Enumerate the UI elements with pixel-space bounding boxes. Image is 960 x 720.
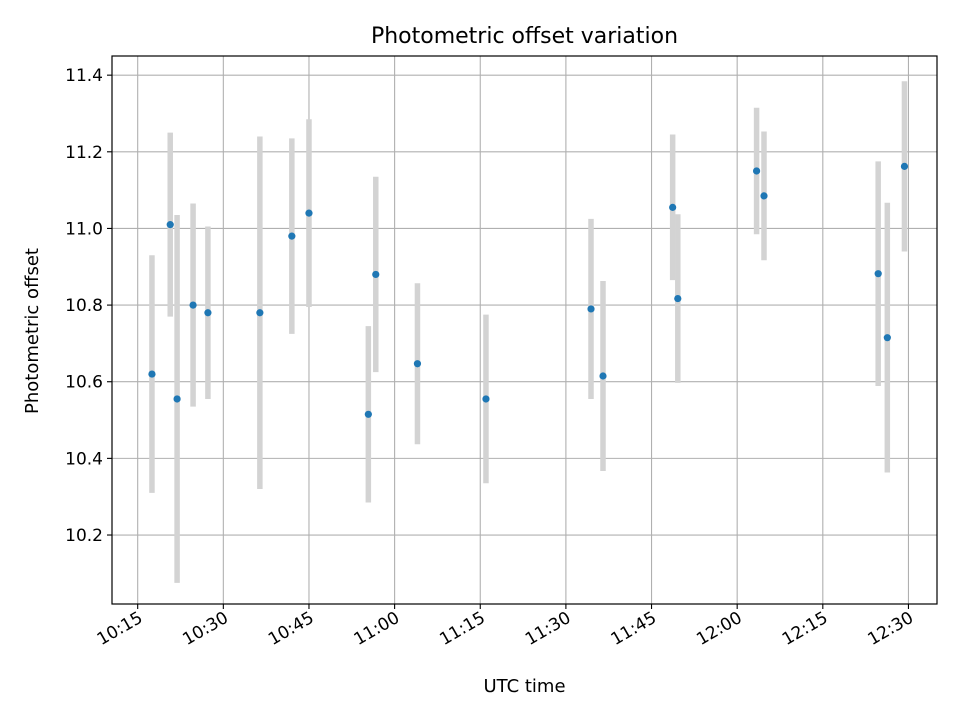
y-tick-label: 11.2	[65, 143, 103, 163]
y-tick-label: 10.8	[65, 296, 103, 316]
data-point	[482, 395, 490, 403]
data-point	[148, 370, 156, 378]
chart-title: Photometric offset variation	[371, 24, 678, 49]
data-point	[204, 309, 212, 317]
data-point	[587, 305, 595, 313]
data-point	[166, 221, 174, 229]
data-point	[305, 209, 313, 217]
data-point	[874, 270, 882, 278]
data-point	[752, 167, 761, 175]
data-point	[173, 395, 181, 403]
data-point	[288, 232, 296, 240]
data-point	[760, 192, 768, 200]
data-point	[674, 294, 682, 303]
y-tick-label: 10.6	[65, 373, 103, 393]
x-axis-label: UTC time	[483, 676, 565, 697]
data-points	[148, 162, 909, 418]
y-tick-label: 11.4	[65, 66, 103, 86]
data-point	[256, 309, 264, 317]
y-tick-label: 11.0	[65, 219, 103, 239]
data-point	[883, 334, 891, 342]
data-point	[599, 372, 607, 380]
y-tick-label: 10.2	[65, 526, 103, 546]
data-point	[413, 360, 422, 368]
data-point	[364, 410, 372, 418]
data-point	[372, 270, 380, 279]
y-tick-label: 10.4	[65, 449, 103, 469]
plot-frame	[111, 55, 938, 605]
data-point	[669, 203, 677, 211]
data-point	[189, 301, 197, 309]
data-point	[900, 162, 909, 170]
y-axis-label: Photometric offset	[22, 248, 43, 414]
